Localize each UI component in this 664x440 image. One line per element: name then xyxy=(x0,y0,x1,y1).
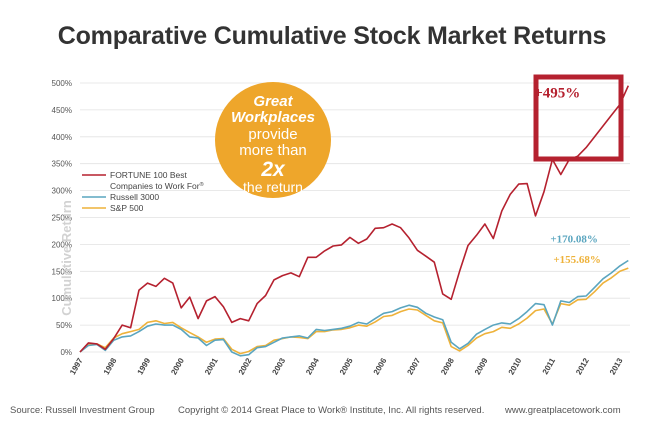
x-tick-label: 2000 xyxy=(169,356,186,376)
y-tick-label: 450% xyxy=(52,106,72,115)
callout-line-the-return: the return xyxy=(243,179,303,195)
x-tick-label: 2003 xyxy=(270,356,287,376)
y-tick-label: 350% xyxy=(52,160,72,169)
legend-label-russell: Russell 3000 xyxy=(110,192,159,202)
y-tick-label: 300% xyxy=(52,187,72,196)
x-tick-label: 2009 xyxy=(473,356,490,376)
x-tick-label: 1997 xyxy=(68,356,85,376)
x-tick-label: 2004 xyxy=(304,356,321,376)
x-tick-label: 1999 xyxy=(136,356,153,376)
legend-label-sp500: S&P 500 xyxy=(110,203,144,213)
x-axis-tick-labels: 1997 1998 1999 2000 2001 2002 2003 2004 2005 2006… xyxy=(68,356,625,376)
annotation-label: +170.08% xyxy=(550,234,598,246)
callout-line-2x: 2x xyxy=(260,158,286,181)
x-tick-label: 2013 xyxy=(608,356,625,376)
x-tick-label: 2011 xyxy=(541,356,558,376)
legend-label-fortune-line1: FORTUNE 100 Best xyxy=(110,170,187,180)
footer-url[interactable]: www.greatplacetowork.com xyxy=(505,405,621,416)
x-tick-label: 2001 xyxy=(203,356,220,376)
footer-source: Source: Russell Investment Group xyxy=(10,405,155,416)
series-line-0 xyxy=(79,85,630,353)
callout-line-workplaces: Workplaces xyxy=(231,109,315,126)
footer-copyright: Copyright © 2014 Great Place to Work® In… xyxy=(178,405,485,416)
x-tick-label: 2006 xyxy=(372,356,389,376)
callout-bubble: Great Workplaces provide more than 2x th… xyxy=(215,82,331,198)
callout-circle xyxy=(215,82,331,198)
end-value-annotations: +495% +170.08% +155.68% xyxy=(534,86,601,266)
y-tick-label: 250% xyxy=(52,214,72,223)
annotation-label: +155.68% xyxy=(553,254,601,266)
x-tick-label: 2002 xyxy=(237,356,254,376)
highlight-box xyxy=(533,74,624,162)
x-tick-label: 2005 xyxy=(338,356,355,376)
series-lines xyxy=(79,85,630,357)
y-tick-label: 400% xyxy=(52,133,72,142)
x-tick-label: 2007 xyxy=(405,356,422,376)
y-tick-label: 150% xyxy=(52,267,72,276)
y-axis-label: Cumulative Return xyxy=(59,200,74,316)
x-tick-label: 2010 xyxy=(507,356,524,376)
y-axis-tick-labels: 0% 50% 100% 150% 200% 250% 300% 350% 400% 450% 500… xyxy=(52,79,72,357)
y-tick-label: 200% xyxy=(52,240,72,249)
series-line-2 xyxy=(79,267,629,355)
callout-line-great: Great xyxy=(253,93,293,110)
callout-line-provide: provide xyxy=(248,126,297,143)
y-tick-label: 50% xyxy=(56,321,72,330)
x-tick-label: 1998 xyxy=(102,356,119,376)
legend: FORTUNE 100 Best Companies to Work For® … xyxy=(82,170,204,213)
y-tick-label: 100% xyxy=(52,294,72,303)
annotation-label: +495% xyxy=(534,86,580,102)
series-line-1 xyxy=(79,259,629,357)
y-tick-label: 0% xyxy=(60,348,72,357)
y-tick-label: 500% xyxy=(52,79,72,88)
callout-line-more-than: more than xyxy=(239,142,307,159)
x-tick-label: 2008 xyxy=(439,356,456,376)
chart-title: Comparative Cumulative Stock Market Retu… xyxy=(57,22,607,50)
legend-label-fortune-line2: Companies to Work For® xyxy=(110,181,204,191)
x-tick-label: 2012 xyxy=(574,356,591,376)
